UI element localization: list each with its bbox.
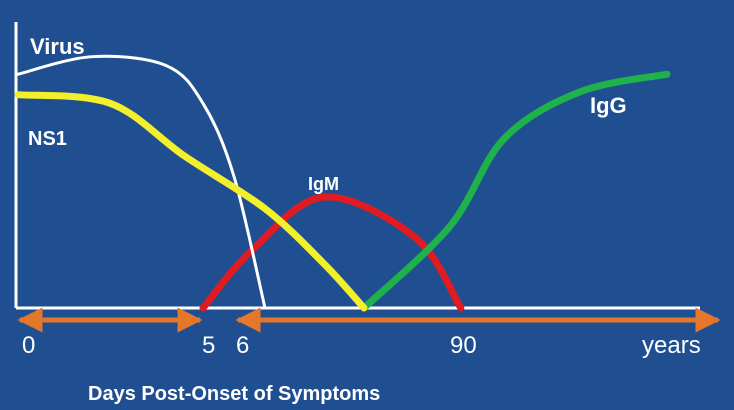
axes: [14, 22, 721, 333]
x-tick-labels: 0 5 6 90 years: [22, 332, 701, 359]
series-label-ns1: NS1: [28, 128, 67, 150]
x-tick-label: 0: [22, 332, 35, 359]
series-line-ns1: [14, 91, 368, 312]
labels-layer: Virus NS1 IgM IgG: [28, 34, 627, 194]
series-label-igm: IgM: [308, 174, 339, 194]
series-line-igg: [360, 70, 671, 312]
x-tick-label: 6: [236, 332, 249, 359]
x-tick-label: years: [642, 332, 701, 359]
x-tick-label: 90: [450, 332, 477, 359]
series-label-virus: Virus: [30, 34, 85, 59]
series-line-igm: [199, 193, 465, 312]
series-layer: [14, 54, 671, 312]
x-tick-label: 5: [202, 332, 215, 359]
x-axis-label: Days Post-Onset of Symptoms: [88, 383, 380, 405]
series-label-igg: IgG: [590, 93, 627, 118]
series-line-virus: [16, 54, 267, 310]
